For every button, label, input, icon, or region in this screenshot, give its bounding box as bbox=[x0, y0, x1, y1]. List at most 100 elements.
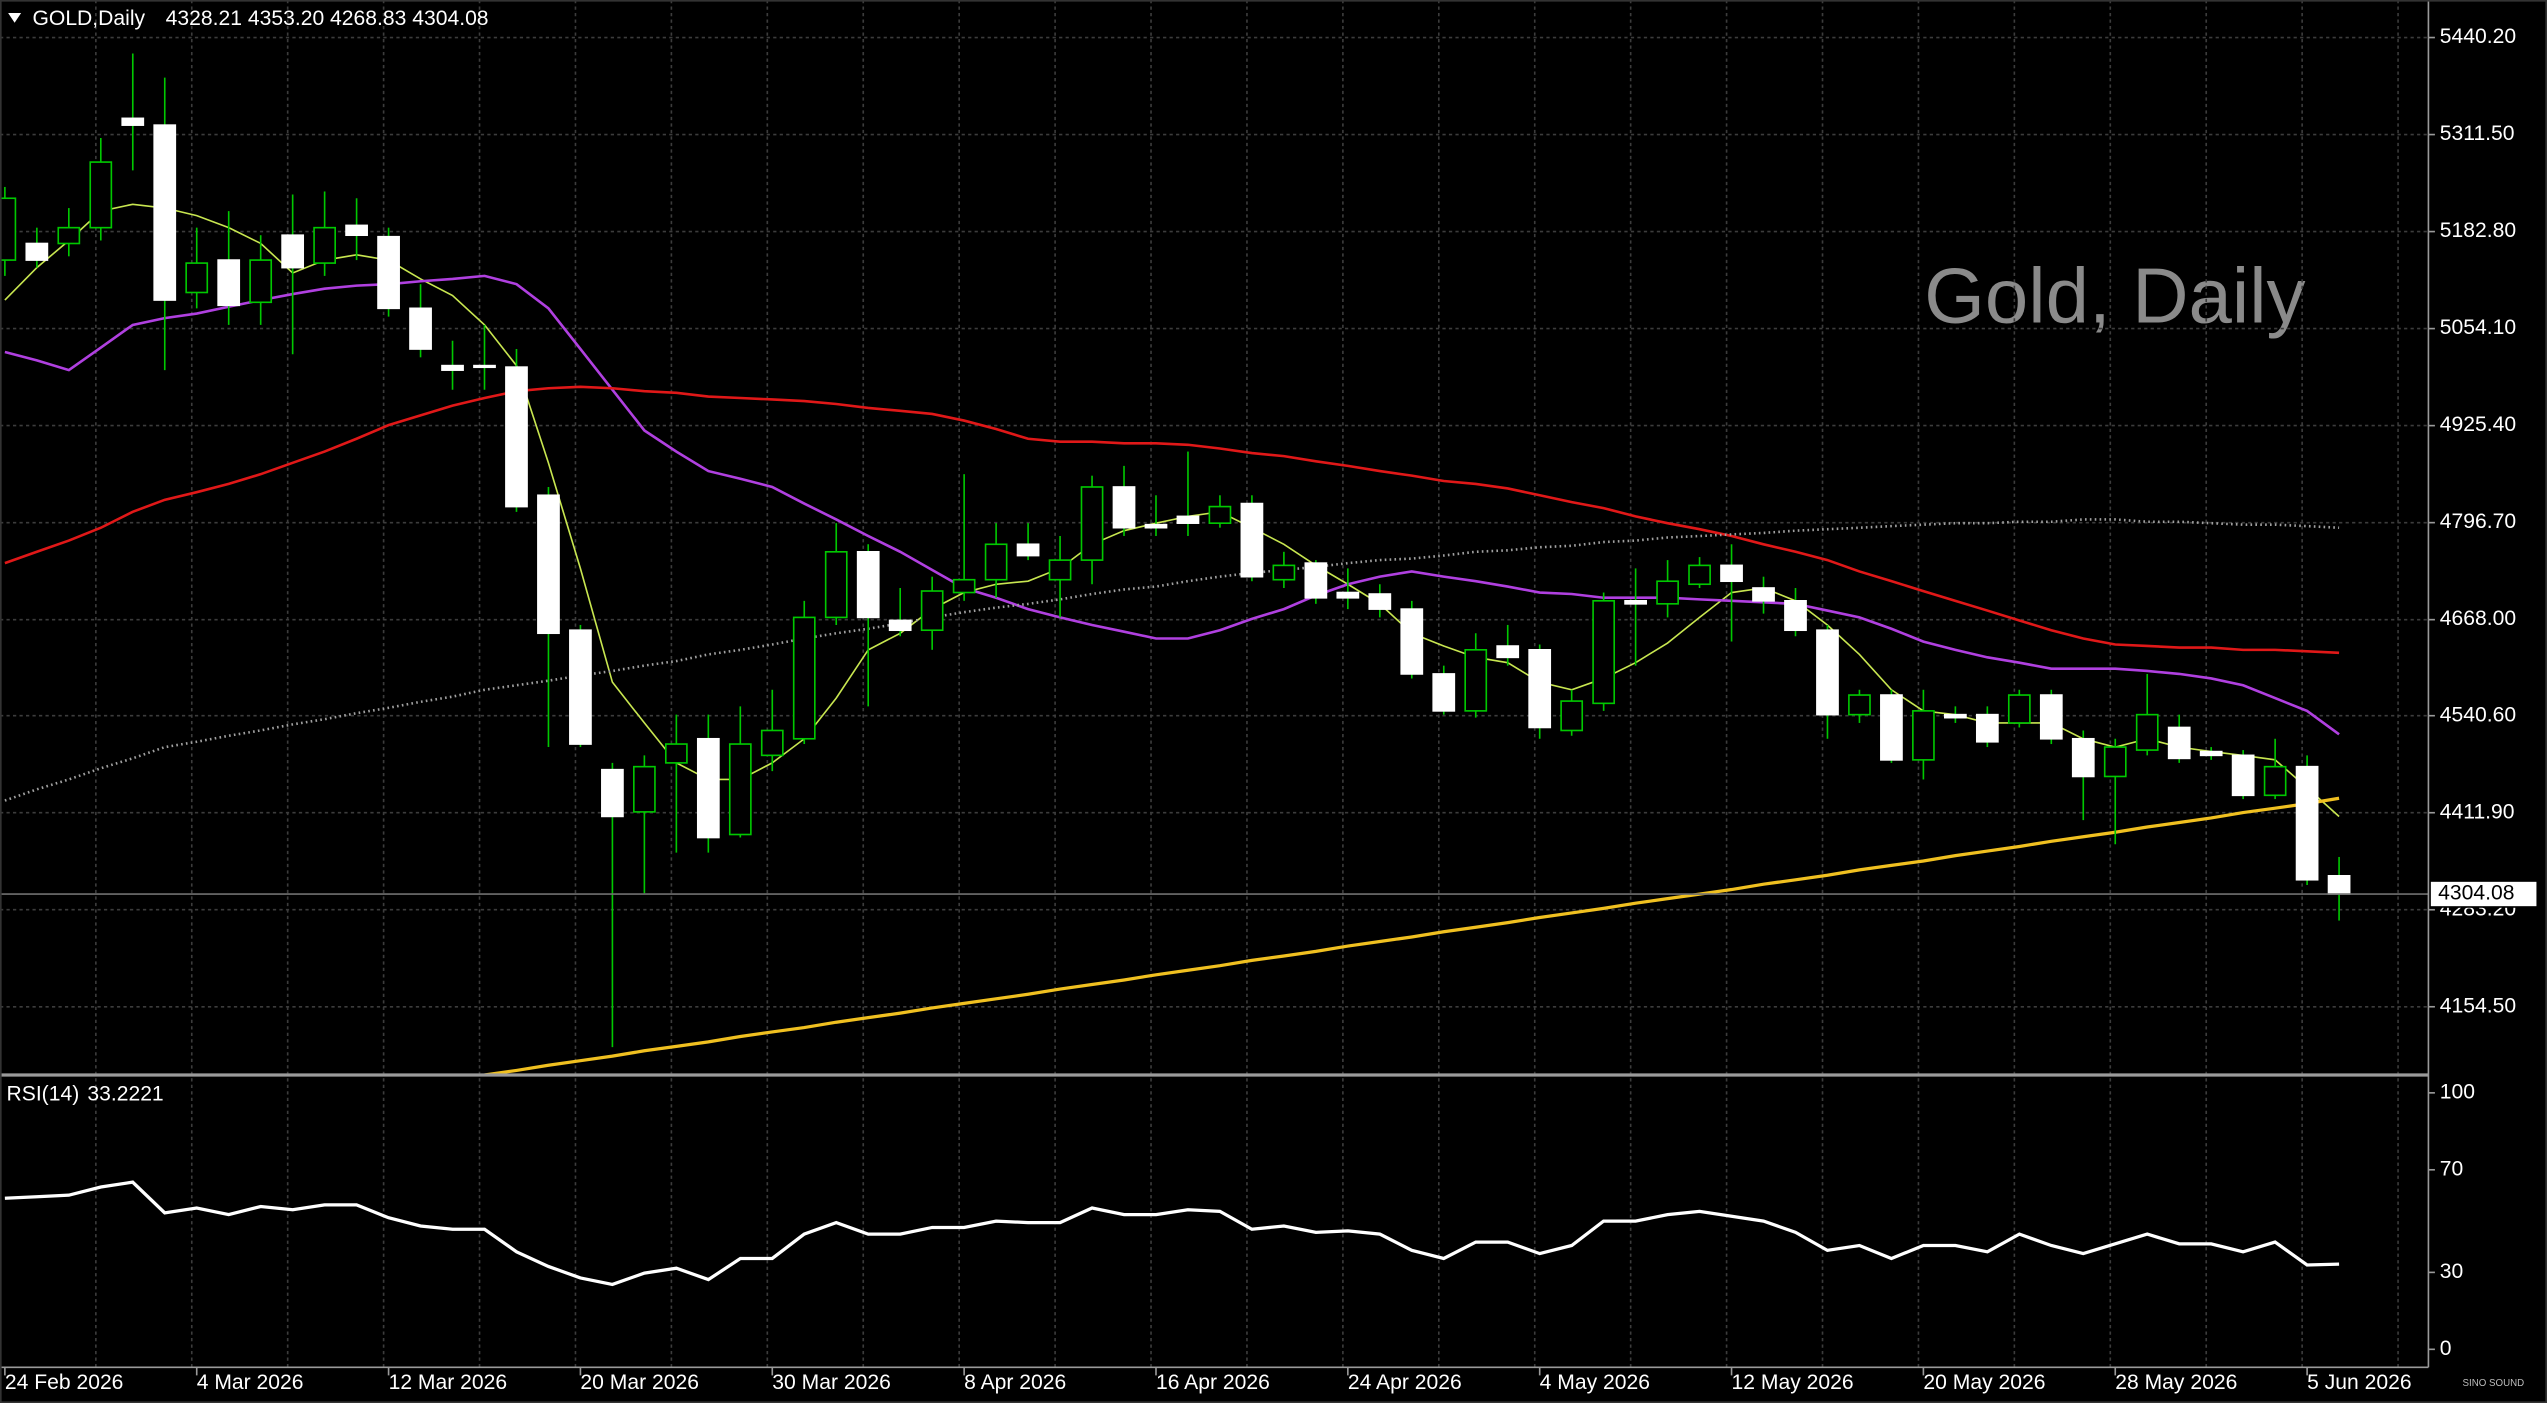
candle-body bbox=[1144, 523, 1168, 529]
candle-body bbox=[952, 578, 976, 594]
candle-body bbox=[121, 117, 145, 126]
candle-body bbox=[1848, 694, 1871, 716]
watermark: Gold, Daily bbox=[1924, 252, 2305, 340]
x-tick-label: 24 Feb 2026 bbox=[5, 1371, 124, 1394]
rsi-label: RSI(14) 33.2221 bbox=[6, 1082, 163, 1105]
candle-body bbox=[2327, 874, 2351, 895]
candle-body bbox=[1592, 600, 1616, 705]
candle-body bbox=[1240, 502, 1264, 578]
candle-body bbox=[633, 765, 656, 813]
candle-body bbox=[792, 616, 816, 740]
x-tick-label: 28 May 2026 bbox=[2115, 1371, 2237, 1394]
x-tick-label: 4 May 2026 bbox=[1540, 1371, 1650, 1394]
candle-body bbox=[345, 224, 368, 237]
logo: SINO SOUND bbox=[2463, 1378, 2525, 1389]
candle-body bbox=[664, 743, 688, 764]
candle-body bbox=[1208, 505, 1232, 524]
moving-average bbox=[4, 518, 2340, 802]
candle-body bbox=[760, 729, 784, 757]
candle-body bbox=[601, 768, 624, 818]
candle-body bbox=[1912, 710, 1935, 761]
candle-body bbox=[2007, 694, 2031, 724]
y-tick-label: 5311.50 bbox=[2440, 122, 2515, 145]
candle-body bbox=[1400, 608, 1424, 675]
candle-body bbox=[984, 543, 1008, 581]
candle-body bbox=[89, 161, 113, 229]
candle-body bbox=[1975, 713, 1999, 743]
candle-body bbox=[2199, 750, 2223, 757]
candle-body bbox=[25, 242, 49, 261]
candle-body bbox=[1112, 486, 1136, 529]
rsi-tick-label: 70 bbox=[2440, 1157, 2463, 1180]
rsi-tick-label: 30 bbox=[2440, 1260, 2463, 1283]
candle-body bbox=[2263, 765, 2287, 797]
moving-average bbox=[484, 796, 2340, 1075]
candle-body bbox=[185, 262, 209, 294]
candle-body bbox=[249, 259, 273, 304]
rsi-line bbox=[4, 1180, 2340, 1287]
candle-body bbox=[1080, 486, 1104, 561]
rsi-tick-label: 0 bbox=[2440, 1337, 2452, 1360]
moving-average bbox=[4, 385, 2340, 655]
x-tick-label: 4 Mar 2026 bbox=[197, 1371, 304, 1394]
candle-body bbox=[1528, 649, 1552, 729]
candle-body bbox=[2103, 746, 2127, 778]
candle-body bbox=[2295, 765, 2319, 881]
candle-body bbox=[377, 235, 400, 310]
candle-body bbox=[441, 364, 464, 371]
y-tick-label: 5182.80 bbox=[2440, 219, 2516, 242]
candle-body bbox=[1048, 559, 1072, 581]
x-tick-label: 20 May 2026 bbox=[1923, 1371, 2045, 1394]
y-tick-label: 5054.10 bbox=[2440, 316, 2516, 339]
candle-body bbox=[1176, 515, 1200, 524]
y-tick-label: 4925.40 bbox=[2440, 413, 2516, 436]
candle-body bbox=[696, 737, 720, 839]
candle-body bbox=[409, 307, 432, 350]
candle-body bbox=[2167, 726, 2191, 760]
y-tick-label: 4668.00 bbox=[2440, 607, 2516, 630]
candle-body bbox=[2231, 754, 2255, 797]
y-tick-label: 4540.60 bbox=[2440, 703, 2516, 726]
candle-body bbox=[1688, 564, 1711, 586]
x-tick-label: 24 Apr 2026 bbox=[1348, 1371, 1462, 1394]
candle-body bbox=[0, 197, 17, 261]
y-tick-label: 5440.20 bbox=[2440, 25, 2516, 48]
candle-body bbox=[1752, 587, 1775, 602]
y-tick-label: 4154.50 bbox=[2440, 994, 2516, 1017]
candle-body bbox=[281, 234, 305, 269]
rsi-tick-label: 100 bbox=[2440, 1080, 2475, 1103]
candle-body bbox=[153, 124, 177, 301]
candle-body bbox=[2039, 694, 2063, 740]
candle-body bbox=[824, 551, 848, 619]
candle-body bbox=[313, 226, 336, 264]
candle-body bbox=[2135, 713, 2159, 751]
menu-arrow[interactable] bbox=[8, 12, 22, 23]
symbol-label: GOLD,Daily bbox=[32, 7, 145, 30]
candle-body bbox=[1784, 600, 1807, 632]
candle-body bbox=[537, 494, 560, 635]
candle-body bbox=[1016, 543, 1040, 557]
candle-body bbox=[1880, 694, 1903, 761]
candle-body bbox=[1304, 562, 1328, 599]
x-tick-label: 5 Jun 2026 bbox=[2307, 1371, 2411, 1394]
candle-body bbox=[856, 551, 880, 619]
rsi-value: 33.2221 bbox=[87, 1082, 163, 1105]
candle-body bbox=[1336, 591, 1360, 599]
candle-body bbox=[1624, 600, 1647, 605]
candle-body bbox=[1656, 580, 1679, 605]
last-price-label: 4304.08 bbox=[2438, 882, 2514, 905]
rsi-name: RSI(14) bbox=[6, 1082, 79, 1105]
candle-body bbox=[57, 226, 81, 245]
x-tick-label: 8 Apr 2026 bbox=[964, 1371, 1066, 1394]
x-tick-label: 12 May 2026 bbox=[1732, 1371, 1854, 1394]
last-price-box bbox=[2429, 880, 2539, 908]
candle-body bbox=[1464, 649, 1488, 712]
candle-body bbox=[1432, 673, 1456, 712]
candle-body bbox=[569, 629, 592, 745]
x-tick-label: 30 Mar 2026 bbox=[772, 1371, 891, 1394]
candle-body bbox=[1560, 700, 1584, 732]
candle-body bbox=[920, 590, 944, 632]
